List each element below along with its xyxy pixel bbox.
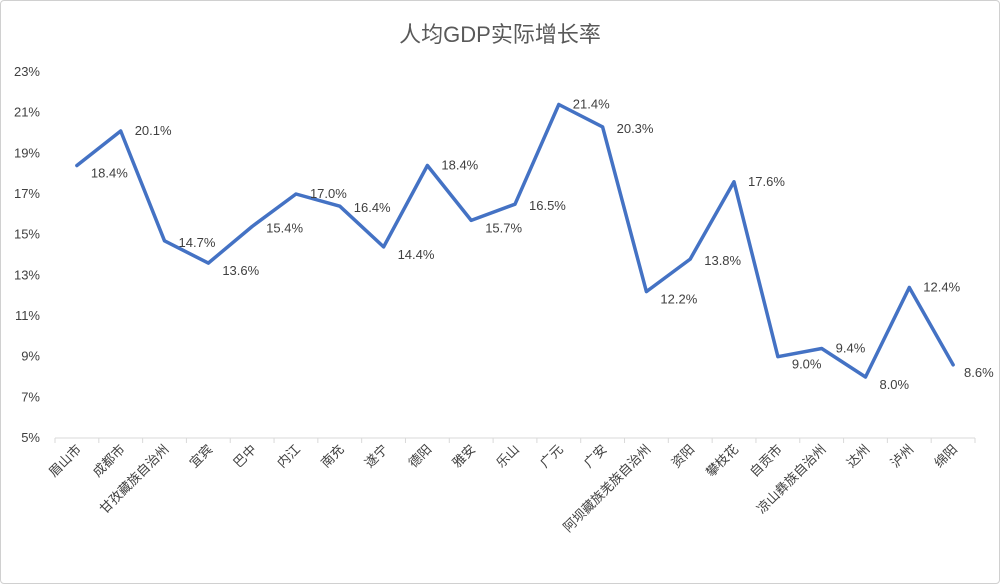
data-point (382, 245, 386, 249)
data-label: 13.8% (704, 253, 741, 268)
data-label: 17.0% (310, 186, 347, 201)
x-category-label: 南充 (318, 442, 348, 472)
data-label: 15.7% (485, 220, 522, 235)
data-point (163, 239, 167, 243)
data-label: 12.4% (923, 280, 960, 295)
x-category-label: 眉山市 (46, 442, 85, 481)
data-label: 9.4% (836, 341, 866, 356)
x-category-label: 绵阳 (932, 442, 961, 471)
x-category-label: 巴中 (231, 442, 260, 471)
data-labels: 18.4% 20.1% 14.7% 13.6% 15.4% 17.0% 16.4% 14.4%… (91, 97, 994, 392)
data-label: 13.6% (222, 263, 259, 278)
x-category-label: 宜宾 (186, 442, 216, 472)
y-tick-label: 15% (14, 227, 40, 242)
data-label: 17.6% (748, 174, 785, 189)
data-label: 18.4% (91, 166, 128, 181)
data-point (863, 375, 867, 379)
x-category-label: 攀枝花 (703, 442, 742, 481)
data-point (732, 180, 736, 184)
data-point (206, 261, 210, 265)
x-category-label: 内江 (274, 442, 304, 472)
data-label: 20.1% (135, 123, 172, 138)
data-point (75, 164, 79, 168)
x-category-label: 广元 (538, 442, 567, 471)
x-category-label: 成都市 (90, 442, 129, 481)
data-label: 14.4% (398, 247, 435, 262)
data-points (75, 103, 955, 379)
data-point (601, 125, 605, 129)
data-point (250, 225, 254, 229)
x-category-label: 达州 (844, 442, 873, 471)
x-category-label: 泸州 (888, 442, 917, 471)
data-point (338, 204, 342, 208)
y-tick-label: 21% (14, 105, 40, 120)
y-tick-label: 23% (14, 64, 40, 79)
data-label: 21.4% (573, 97, 610, 112)
data-point (294, 192, 298, 196)
data-point (907, 286, 911, 290)
data-label: 12.2% (660, 292, 697, 307)
data-label: 15.4% (266, 221, 303, 236)
x-category-label: 资阳 (669, 442, 698, 471)
data-point (820, 347, 824, 351)
y-tick-label: 11% (15, 308, 40, 323)
data-label: 16.5% (529, 198, 566, 213)
y-tick-label: 9% (21, 349, 40, 364)
y-tick-label: 19% (14, 145, 40, 160)
data-point (776, 355, 780, 359)
data-label: 8.6% (964, 365, 994, 380)
data-point (951, 363, 955, 367)
data-label: 16.4% (354, 200, 391, 215)
data-point (557, 103, 561, 107)
data-label: 14.7% (179, 235, 216, 250)
data-point (469, 218, 473, 222)
x-category-label: 广安 (581, 442, 610, 471)
y-tick-label: 13% (14, 267, 40, 282)
y-tick-label: 7% (21, 389, 40, 404)
y-tick-label: 17% (14, 186, 40, 201)
data-label: 18.4% (441, 158, 478, 173)
data-point (688, 257, 692, 261)
data-label: 9.0% (792, 357, 822, 372)
x-category-label: 乐山 (494, 442, 523, 471)
chart-title: 人均GDP实际增长率 (399, 22, 601, 47)
y-tick-label: 5% (21, 430, 40, 445)
data-label: 20.3% (617, 121, 654, 136)
x-category-label: 雅安 (450, 442, 479, 471)
data-label: 8.0% (879, 377, 909, 392)
data-point (644, 290, 648, 294)
data-point (513, 202, 517, 206)
x-category-label: 遂宁 (362, 442, 392, 472)
y-axis: 5% 7% 9% 11% 13% 15% 17% 19% 21% 23% (14, 64, 40, 445)
data-point (425, 164, 429, 168)
x-category-label: 自贡市 (747, 442, 786, 481)
data-point (119, 129, 123, 133)
x-category-label: 德阳 (406, 442, 435, 471)
